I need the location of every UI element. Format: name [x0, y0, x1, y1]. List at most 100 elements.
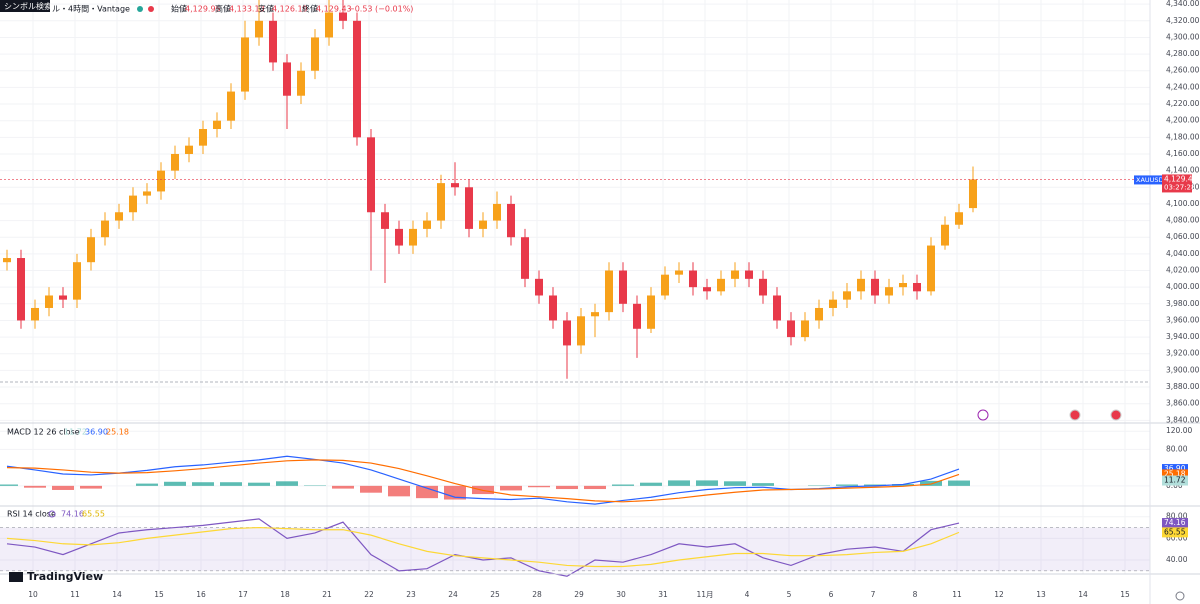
event-icon[interactable]: [977, 409, 989, 421]
histogram-bar: [500, 485, 522, 491]
histogram-bar: [444, 485, 466, 500]
histogram-bar: [724, 481, 746, 486]
candle-body: [45, 295, 53, 308]
x-tick-label: 15: [154, 590, 164, 599]
y-tick-label: 4,140.00: [1166, 166, 1200, 175]
candle-body: [325, 12, 333, 38]
candle-body: [381, 212, 389, 229]
x-tick-label: 17: [238, 590, 248, 599]
open-label: 始値: [171, 4, 187, 14]
settings-icon[interactable]: [1175, 591, 1185, 601]
x-tick-label: 22: [364, 590, 374, 599]
candle-body: [143, 191, 151, 196]
candle-body: [829, 299, 837, 308]
histogram-bar: [948, 480, 970, 486]
candle-body: [619, 270, 627, 304]
indicator-line: [6, 526, 960, 568]
y-tick-label: 4,020.00: [1166, 266, 1200, 275]
candle-body: [773, 295, 781, 321]
candle-body: [101, 220, 109, 238]
x-tick-label: 15: [1120, 590, 1130, 599]
candle-body: [199, 129, 207, 146]
macd-legend: 36.90: [85, 428, 108, 437]
histogram-bar: [416, 485, 438, 499]
candle-body: [955, 212, 963, 225]
candle-body: [563, 320, 571, 346]
last-value-label: 65.55: [1164, 527, 1186, 536]
x-tick-label: 10: [28, 590, 38, 599]
rsi-ma-legend: 65.55: [82, 510, 105, 519]
x-tick-label: 6: [829, 590, 834, 599]
signal-legend: 25.18: [106, 428, 129, 437]
histogram-bar: [528, 485, 550, 488]
symbol-title[interactable]: ル・4時間・Vantage: [52, 5, 130, 14]
macd-title: MACD 12 26 close: [7, 428, 80, 437]
x-tick-label: 5: [787, 590, 792, 599]
x-tick-label: 25: [490, 590, 500, 599]
y-tick-label: 3,940.00: [1166, 332, 1200, 341]
x-tick-label: 30: [616, 590, 626, 599]
x-tick-label: 4: [745, 590, 750, 599]
candle-body: [115, 212, 123, 221]
macd-hist-legend: 11.72: [64, 428, 87, 437]
candle-body: [17, 258, 25, 321]
rsi-band: [0, 527, 1150, 571]
candle-body: [87, 237, 95, 263]
y-tick-label: 4,080.00: [1166, 216, 1200, 225]
candle-body: [255, 20, 263, 38]
candle-body: [395, 228, 403, 246]
plot: [0, 0, 1150, 577]
event-flag[interactable]: [1110, 409, 1122, 421]
candle-body: [717, 278, 725, 292]
rsi-icon[interactable]: [48, 510, 56, 518]
last-value-label: 36.90: [1164, 464, 1186, 473]
candle-body: [703, 287, 711, 292]
x-tick-label: 12: [994, 590, 1004, 599]
candle-body: [465, 187, 473, 229]
tooltip-box: [0, 0, 50, 12]
last-value-label: 11.72: [1164, 476, 1186, 485]
axes: 10 11 14 15 16 17 18 21 22 23 24 25 28 29 30 31 11月 4 5 6 7 8…: [28, 0, 1199, 599]
candle-body: [185, 145, 193, 154]
histogram-bar: [0, 484, 18, 486]
y-tick-label: 4,240.00: [1166, 82, 1200, 91]
x-tick-label: 8: [913, 590, 918, 599]
event-flag[interactable]: [1069, 409, 1081, 421]
y-tick-label: 4,160.00: [1166, 149, 1200, 158]
histogram-bar: [248, 482, 270, 486]
candle-body: [213, 120, 221, 130]
x-tick-label: 23: [406, 590, 416, 599]
indicator-line: [6, 459, 960, 503]
status-dot: [148, 6, 154, 12]
y-tick-label: 4,040.00: [1166, 249, 1200, 258]
candle-body: [857, 278, 865, 292]
candle-body: [745, 270, 753, 279]
histogram-bar: [836, 484, 858, 486]
candle-body: [311, 37, 319, 71]
candle-body: [423, 220, 431, 229]
histogram-bar: [668, 480, 690, 486]
candle-body: [437, 183, 445, 221]
histogram-bar: [220, 482, 242, 486]
candle-body: [577, 316, 585, 346]
candle-body: [941, 224, 949, 246]
candle-body: [171, 153, 179, 171]
candle-body: [353, 20, 361, 138]
y-tick-label: 80.00: [1166, 444, 1188, 453]
candle-body: [815, 307, 823, 321]
y-tick-label: 3,840.00: [1166, 415, 1200, 424]
histogram-bar: [920, 480, 942, 486]
histogram-bar: [556, 485, 578, 490]
symbol-tag: [1134, 175, 1162, 185]
candle-body: [633, 303, 641, 329]
histogram-bar: [332, 485, 354, 489]
candle-body: [31, 307, 39, 321]
candle-body: [339, 12, 347, 21]
logo: TradingView: [27, 570, 103, 583]
candle-body: [885, 287, 893, 296]
countdown: 03:27:28: [1164, 183, 1195, 191]
candle-body: [479, 220, 487, 229]
x-tick-label: 13: [1036, 590, 1046, 599]
